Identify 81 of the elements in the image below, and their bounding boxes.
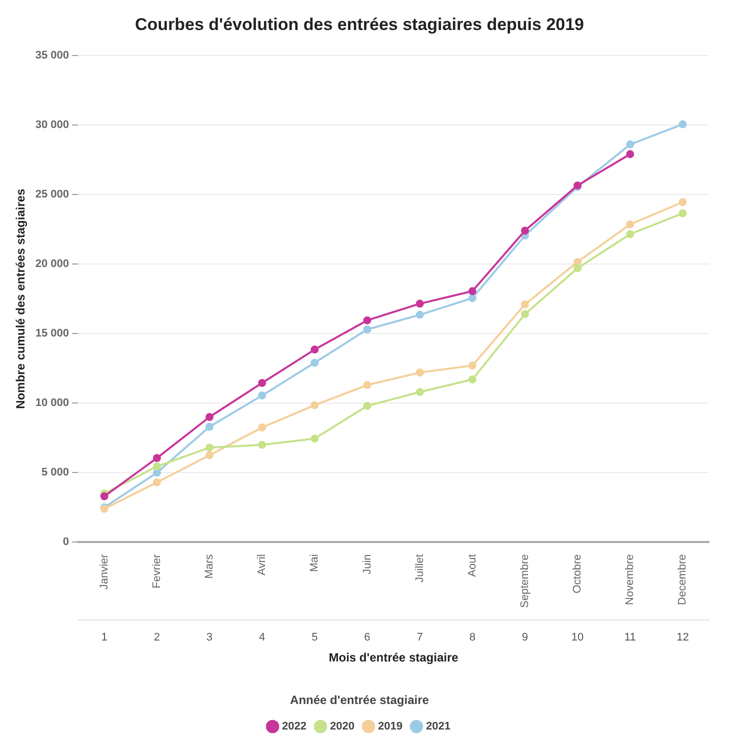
point <box>574 258 582 266</box>
y-tick-label: 30 000 <box>35 118 70 131</box>
x-tick-label: Avril <box>256 554 268 576</box>
y-tick-label: 5 000 <box>42 466 70 479</box>
point <box>152 454 161 462</box>
legend-title: Année d'entrée stagiaire <box>290 692 430 707</box>
x2-tick-label: 12 <box>676 632 689 644</box>
point <box>205 444 214 452</box>
point <box>100 492 108 500</box>
x-tick-label: Juin <box>361 554 374 574</box>
point <box>468 294 476 302</box>
x2-tick-label: 7 <box>416 632 423 644</box>
x2-tick-label: 4 <box>259 632 266 644</box>
y-tick-label: 10 000 <box>35 397 70 410</box>
y-axis-title: Nombre cumulé des entrées stagiaires <box>14 188 28 409</box>
x2-tick-label: 8 <box>469 632 476 644</box>
point <box>468 375 476 384</box>
point <box>678 198 687 206</box>
point <box>678 209 687 218</box>
x-tick-label: Octobre <box>572 554 584 594</box>
point <box>678 120 687 128</box>
point <box>416 310 424 319</box>
point <box>416 300 424 308</box>
y-tick-label: 25 000 <box>35 188 70 201</box>
x-tick-label: Aout <box>466 554 478 577</box>
x-tick-label: Fevrier <box>150 554 163 588</box>
point <box>258 378 266 387</box>
x-tick-label: Mars <box>204 554 216 579</box>
point <box>310 346 319 354</box>
point <box>626 140 634 148</box>
x-tick-label: Decembre <box>676 554 689 605</box>
point <box>258 423 266 432</box>
point <box>152 468 161 477</box>
legend-label: 2021 <box>426 720 450 733</box>
point <box>205 451 214 460</box>
point <box>363 325 372 334</box>
y-tick-label: 20 000 <box>35 258 70 270</box>
x2-tick-label: 3 <box>206 632 213 644</box>
point <box>152 478 161 486</box>
x2-tick-label: 9 <box>522 632 528 644</box>
y-tick-label: 35 000 <box>35 49 70 62</box>
point <box>468 362 476 370</box>
point <box>363 402 372 410</box>
y-tick-label: 15 000 <box>35 328 70 340</box>
legend-label: 2020 <box>330 720 355 733</box>
x2-tick-label: 11 <box>624 632 636 644</box>
x2-tick-label: 6 <box>364 632 370 644</box>
x2-tick-label: 2 <box>154 632 160 644</box>
point <box>520 226 529 235</box>
x-axis-title: Mois d'entrée stagiaire <box>328 650 459 665</box>
x2-tick-label: 10 <box>571 632 584 644</box>
x-tick-label: Janvier <box>98 554 110 590</box>
x2-tick-label: 5 <box>312 632 318 644</box>
x-tick-label: Juillet <box>414 554 426 582</box>
point <box>363 316 372 324</box>
x2-tick-label: 1 <box>101 632 108 644</box>
point <box>205 413 214 422</box>
point <box>626 230 634 238</box>
point <box>416 368 424 377</box>
x-tick-label: Mai <box>308 554 321 572</box>
point <box>416 388 424 396</box>
point <box>626 220 634 228</box>
x-tick-label: Novembre <box>624 554 636 605</box>
point <box>626 150 634 158</box>
legend-label: 2019 <box>378 720 402 733</box>
chart-title: Courbes d'évolution des entrées stagiaires depuis 2019 <box>134 14 584 34</box>
point <box>205 422 214 431</box>
point <box>310 401 319 410</box>
point <box>520 300 529 308</box>
point <box>258 440 266 449</box>
point <box>520 310 529 318</box>
point <box>363 381 372 390</box>
point <box>258 391 266 400</box>
point <box>574 264 582 272</box>
x-tick-label: Septembre <box>519 554 532 608</box>
point <box>152 462 161 470</box>
point <box>310 434 319 443</box>
point <box>468 287 476 296</box>
point <box>310 358 319 367</box>
legend-label: 2022 <box>282 720 307 733</box>
y-tick-label: 0 <box>62 536 70 548</box>
